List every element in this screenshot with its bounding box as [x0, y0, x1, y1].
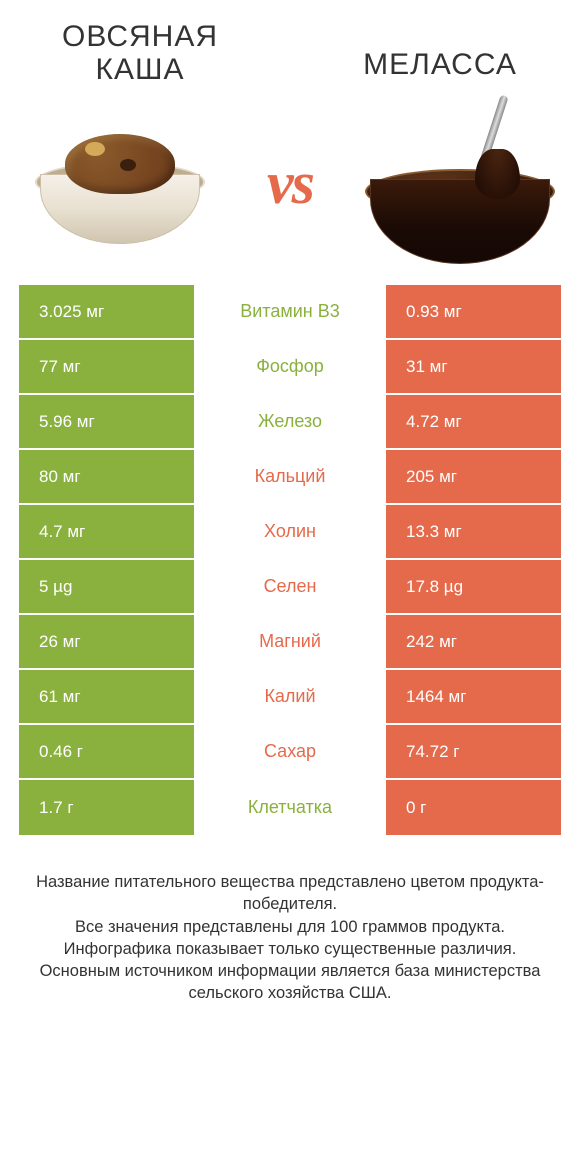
table-row: 77 мгФосфор31 мг	[19, 340, 561, 395]
cell-right: 31 мг	[386, 340, 561, 393]
table-row: 4.7 мгХолин13.3 мг	[19, 505, 561, 560]
oatmeal-icon	[30, 124, 210, 244]
cell-left: 61 мг	[19, 670, 194, 723]
cell-right: 242 мг	[386, 615, 561, 668]
cell-right: 1464 мг	[386, 670, 561, 723]
table-row: 61 мгКалий1464 мг	[19, 670, 561, 725]
table-row: 0.46 гСахар74.72 г	[19, 725, 561, 780]
comparison-table: 3.025 мгВитамин B30.93 мг77 мгФосфор31 м…	[18, 284, 562, 836]
cell-left: 0.46 г	[19, 725, 194, 778]
vs-label: vs	[267, 149, 313, 218]
footer-text: Название питательного вещества представл…	[28, 871, 552, 1005]
molasses-icon	[365, 99, 555, 269]
cell-label: Холин	[194, 505, 386, 558]
cell-label: Калий	[194, 670, 386, 723]
cell-right: 74.72 г	[386, 725, 561, 778]
cell-label: Клетчатка	[194, 780, 386, 835]
cell-label: Фосфор	[194, 340, 386, 393]
cell-label: Витамин B3	[194, 285, 386, 338]
table-row: 3.025 мгВитамин B30.93 мг	[19, 285, 561, 340]
image-left	[20, 104, 220, 264]
cell-right: 13.3 мг	[386, 505, 561, 558]
cell-left: 1.7 г	[19, 780, 194, 835]
table-row: 5 µgСелен17.8 µg	[19, 560, 561, 615]
cell-right: 0.93 мг	[386, 285, 561, 338]
image-row: vs	[0, 86, 580, 276]
cell-left: 5 µg	[19, 560, 194, 613]
cell-left: 5.96 мг	[19, 395, 194, 448]
cell-label: Сахар	[194, 725, 386, 778]
cell-left: 80 мг	[19, 450, 194, 503]
cell-left: 77 мг	[19, 340, 194, 393]
cell-right: 205 мг	[386, 450, 561, 503]
cell-label: Кальций	[194, 450, 386, 503]
table-row: 26 мгМагний242 мг	[19, 615, 561, 670]
cell-right: 4.72 мг	[386, 395, 561, 448]
cell-left: 4.7 мг	[19, 505, 194, 558]
table-row: 80 мгКальций205 мг	[19, 450, 561, 505]
title-left: ОВСЯНАЯКАША	[40, 20, 240, 86]
table-row: 1.7 гКлетчатка0 г	[19, 780, 561, 835]
title-right: МЕЛАССА	[340, 48, 540, 81]
cell-right: 17.8 µg	[386, 560, 561, 613]
image-right	[360, 104, 560, 264]
cell-left: 26 мг	[19, 615, 194, 668]
cell-right: 0 г	[386, 780, 561, 835]
table-row: 5.96 мгЖелезо4.72 мг	[19, 395, 561, 450]
cell-label: Магний	[194, 615, 386, 668]
cell-label: Селен	[194, 560, 386, 613]
cell-label: Железо	[194, 395, 386, 448]
cell-left: 3.025 мг	[19, 285, 194, 338]
header: ОВСЯНАЯКАША МЕЛАССА	[0, 0, 580, 86]
